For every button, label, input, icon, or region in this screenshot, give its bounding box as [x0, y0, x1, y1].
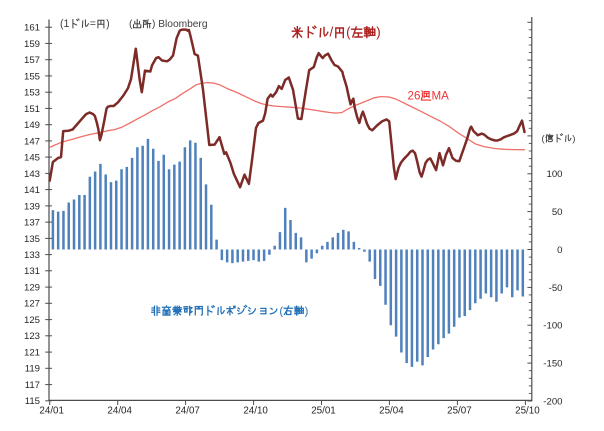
svg-text:(1: (1 — [60, 18, 70, 30]
svg-text:0: 0 — [557, 245, 562, 256]
svg-text:/: / — [330, 25, 334, 40]
svg-text:133: 133 — [24, 250, 40, 261]
svg-text:): ) — [572, 133, 575, 144]
svg-text:-50: -50 — [549, 283, 563, 294]
svg-text:115: 115 — [25, 396, 40, 407]
svg-text:129: 129 — [24, 283, 40, 294]
svg-text:25/04: 25/04 — [379, 406, 404, 417]
svg-text:24/10: 24/10 — [243, 406, 268, 417]
svg-text:26: 26 — [408, 90, 421, 103]
svg-text:131: 131 — [24, 266, 40, 277]
svg-text:-150: -150 — [543, 359, 562, 370]
svg-text:153: 153 — [24, 88, 40, 99]
svg-text:135: 135 — [24, 234, 40, 245]
svg-text:25/07: 25/07 — [447, 406, 472, 417]
svg-text:151: 151 — [24, 104, 40, 115]
svg-text:(: ( — [346, 25, 351, 40]
svg-text:159: 159 — [24, 39, 40, 50]
svg-text:149: 149 — [24, 120, 40, 131]
svg-text:=: = — [90, 18, 96, 30]
svg-text:50: 50 — [552, 207, 563, 218]
svg-text:-100: -100 — [543, 321, 562, 332]
svg-text:139: 139 — [24, 201, 40, 212]
svg-text:25/10: 25/10 — [515, 406, 540, 417]
svg-text:24/07: 24/07 — [175, 406, 200, 417]
svg-text:24/04: 24/04 — [107, 406, 132, 417]
svg-text:155: 155 — [24, 71, 40, 82]
svg-text:127: 127 — [24, 299, 40, 310]
svg-text:): ) — [376, 25, 380, 40]
svg-text:143: 143 — [24, 169, 40, 180]
svg-text:157: 157 — [24, 55, 40, 66]
svg-text:(: ( — [279, 305, 283, 317]
svg-text:): ) — [305, 305, 309, 317]
svg-text:(: ( — [542, 133, 546, 144]
svg-text:145: 145 — [24, 153, 40, 164]
svg-text:119: 119 — [25, 364, 40, 375]
svg-text:24/01: 24/01 — [39, 406, 64, 417]
svg-text:MA: MA — [432, 90, 450, 103]
svg-text:137: 137 — [24, 218, 40, 229]
svg-text:147: 147 — [24, 136, 40, 147]
svg-text:161: 161 — [24, 23, 40, 34]
svg-text:-200: -200 — [543, 396, 562, 407]
svg-text:25/01: 25/01 — [311, 406, 336, 417]
svg-text:117: 117 — [25, 380, 40, 391]
svg-text:100: 100 — [546, 169, 562, 180]
svg-text:121: 121 — [24, 348, 40, 359]
svg-text:): ) — [106, 18, 110, 30]
svg-text:) Bloomberg: ) Bloomberg — [152, 19, 208, 30]
svg-text:123: 123 — [24, 331, 40, 342]
svg-text:125: 125 — [24, 315, 40, 326]
svg-text:141: 141 — [24, 185, 40, 196]
svg-text:(: ( — [129, 19, 133, 30]
